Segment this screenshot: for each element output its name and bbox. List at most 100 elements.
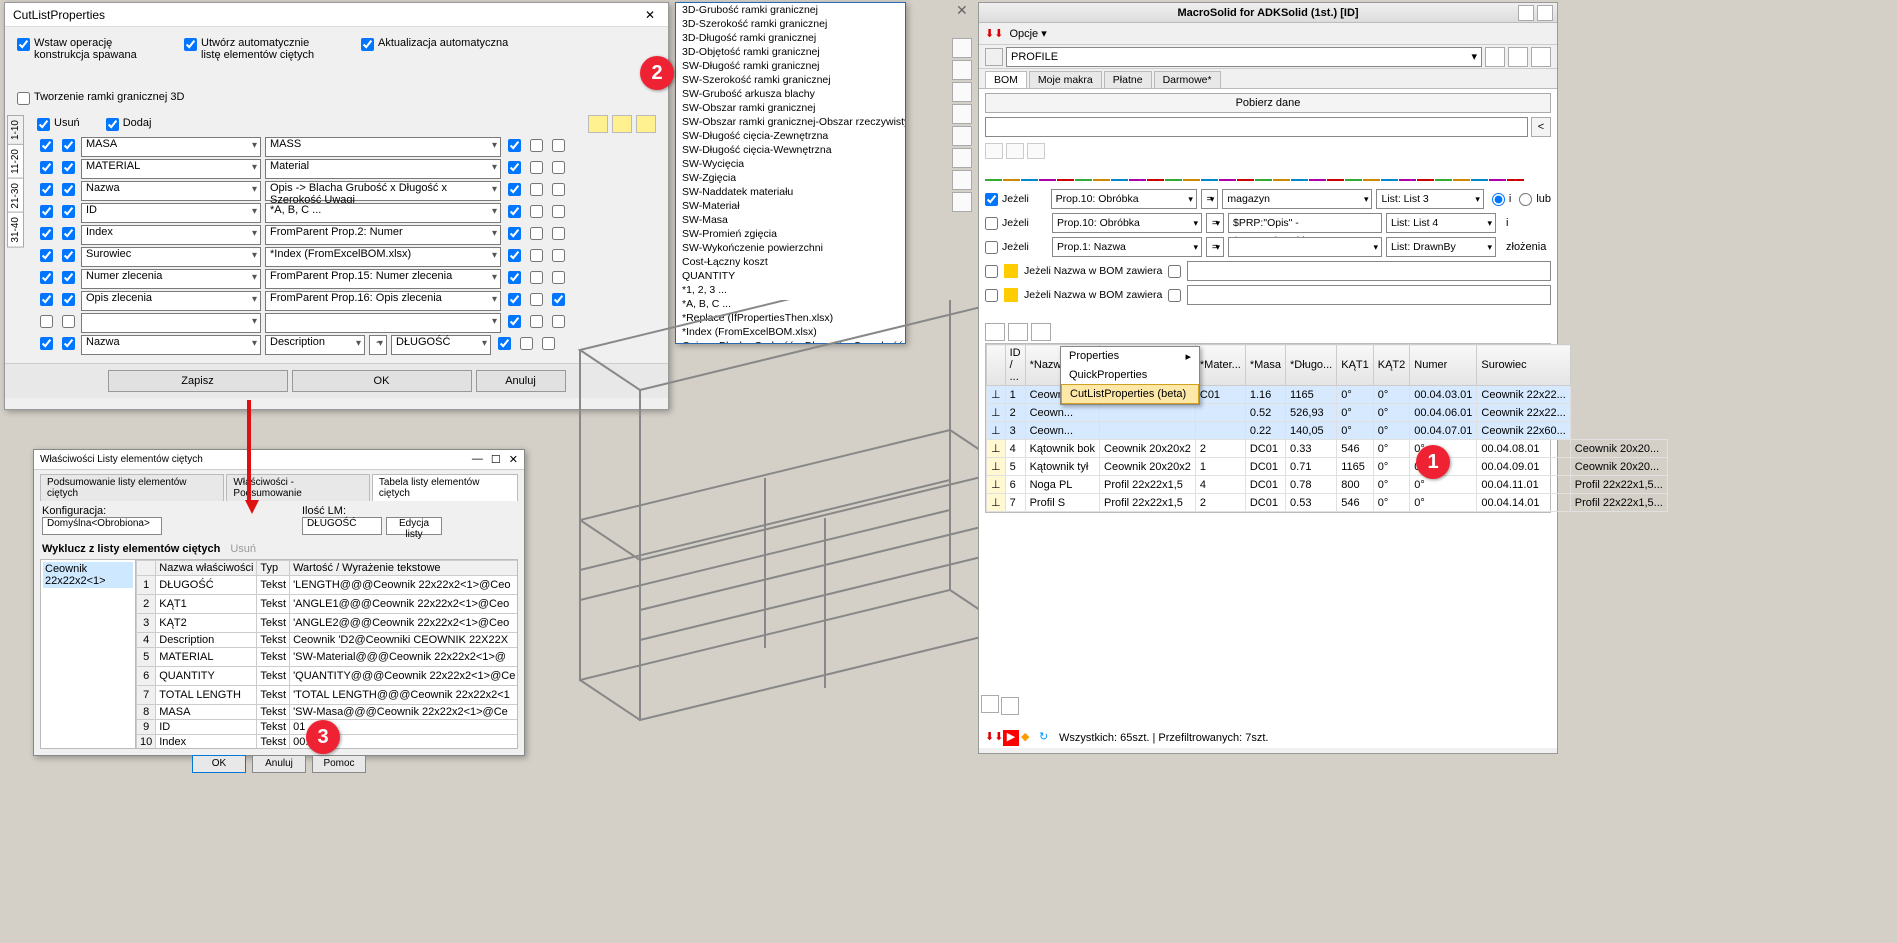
tool-toolbar[interactable] xyxy=(985,165,1551,181)
row-chk[interactable] xyxy=(508,183,521,196)
property-option[interactable]: SW-Materiał xyxy=(676,199,905,213)
property-option[interactable]: SW-Obszar ramki granicznej xyxy=(676,101,905,115)
filter-prop-select[interactable]: Prop.10: Obróbka xyxy=(1052,213,1202,233)
row-icon[interactable]: ⊥ xyxy=(987,440,1006,458)
filter-prop-select[interactable]: Prop.1: Nazwa xyxy=(1052,237,1202,257)
row-delete-chk[interactable] xyxy=(40,337,53,350)
property-option[interactable]: SW-Wykończenie powierzchni xyxy=(676,241,905,255)
row-chk[interactable] xyxy=(552,139,565,152)
tool-icon[interactable] xyxy=(1165,165,1182,181)
tool-icon[interactable] xyxy=(1327,165,1344,181)
folder-icon[interactable] xyxy=(1531,47,1551,67)
row-chk[interactable] xyxy=(530,161,543,174)
property-value-select[interactable]: FromParent Prop.2: Numer xyxy=(265,225,501,245)
context-menu-item[interactable]: QuickProperties xyxy=(1061,366,1199,384)
property-option[interactable]: SW-Długość ramki granicznej xyxy=(676,59,905,73)
bom-table[interactable]: ID / ...*Nazwa*Op...*Mater...*Masa*Długo… xyxy=(985,343,1551,513)
view-toolbar[interactable] xyxy=(985,143,1551,159)
tool-icon[interactable] xyxy=(1273,165,1290,181)
property-value-select[interactable]: Description xyxy=(265,335,365,355)
side-tab[interactable]: 21-30 xyxy=(7,178,24,214)
row-chk[interactable] xyxy=(508,205,521,218)
side-tab[interactable]: 11-20 xyxy=(7,144,24,179)
tool-icon[interactable] xyxy=(1039,165,1056,181)
row-chk[interactable] xyxy=(530,271,543,284)
row-icon[interactable]: ⊥ xyxy=(987,386,1006,404)
property-name-select[interactable]: Surowiec xyxy=(81,247,261,267)
name-filter-chk2[interactable] xyxy=(1168,289,1181,302)
row-icon[interactable]: ⊥ xyxy=(987,404,1006,422)
row-add-chk[interactable] xyxy=(62,205,75,218)
context-menu[interactable]: Properties▸QuickPropertiesCutListPropert… xyxy=(1060,346,1200,405)
uom-select[interactable]: DŁUGOŚĆ xyxy=(302,517,382,535)
gear-icon[interactable] xyxy=(981,695,999,713)
row-add-chk[interactable] xyxy=(62,227,75,240)
tool-icon[interactable] xyxy=(1345,165,1362,181)
row-add-chk[interactable] xyxy=(62,293,75,306)
table-row[interactable]: ⊥7Profil SProfil 22x22x1,52DC010.535460°… xyxy=(987,494,1668,512)
row-icon[interactable]: ⊥ xyxy=(987,476,1006,494)
property-name-select[interactable] xyxy=(81,313,261,333)
side-tab[interactable]: 1-10 xyxy=(7,115,24,145)
config-select[interactable]: Domyślna<Obrobiona> xyxy=(42,517,162,535)
tool-icon[interactable] xyxy=(1219,165,1236,181)
property-name-select[interactable]: ID xyxy=(81,203,261,223)
property-option[interactable]: SW-Zgięcia xyxy=(676,171,905,185)
name-filter-chk[interactable] xyxy=(985,265,998,278)
table-row[interactable]: ⊥4Kątownik bokCeownik 20x20x22DC010.3354… xyxy=(987,440,1668,458)
row-chk[interactable] xyxy=(498,337,511,350)
row-chk[interactable] xyxy=(552,183,565,196)
page-tabs[interactable]: 1-1011-2021-3031-40 xyxy=(7,115,24,247)
property-dropdown-list[interactable]: 3D-Grubość ramki granicznej3D-Szerokość … xyxy=(675,2,906,344)
gear-icon[interactable] xyxy=(1485,47,1505,67)
tool-icon[interactable] xyxy=(1003,165,1020,181)
ms-tab[interactable]: Darmowe* xyxy=(1154,71,1221,88)
property-value-select[interactable]: Material xyxy=(265,159,501,179)
row-chk[interactable] xyxy=(552,161,565,174)
property-option[interactable]: SW-Promień zgięcia xyxy=(676,227,905,241)
filter-list-select[interactable]: List: List 4 xyxy=(1386,213,1496,233)
tool-icon[interactable] xyxy=(1093,165,1110,181)
filter-enable-chk[interactable] xyxy=(985,241,998,254)
row-add-chk[interactable] xyxy=(62,337,75,350)
tool-icon[interactable] xyxy=(1129,165,1146,181)
property-option[interactable]: 3D-Długość ramki granicznej xyxy=(676,31,905,45)
tree-item[interactable]: Ceownik 22x22x2<1> xyxy=(43,562,133,588)
property-value-select[interactable]: *Index (FromExcelBOM.xlsx) xyxy=(265,247,501,267)
close-panel-icon[interactable]: ✕ xyxy=(956,2,968,19)
dialog-tab[interactable]: Podsumowanie listy elementów ciętych xyxy=(40,474,224,501)
property-value-select[interactable]: Opis -> Blacha Grubość x Długość x Szero… xyxy=(265,181,501,201)
filter-op-select[interactable]: = xyxy=(1201,189,1219,209)
help-button[interactable]: Pomoc xyxy=(312,755,366,773)
row-chk[interactable] xyxy=(552,205,565,218)
tool-icon[interactable] xyxy=(1399,165,1416,181)
row-delete-chk[interactable] xyxy=(40,249,53,262)
tool-icon[interactable] xyxy=(1291,165,1308,181)
property-name-select[interactable]: Nazwa xyxy=(81,335,261,355)
minimize-icon[interactable]: — xyxy=(472,453,483,466)
table-icon[interactable] xyxy=(1008,323,1028,341)
tool-icon[interactable] xyxy=(1489,165,1506,181)
row-chk[interactable] xyxy=(508,293,521,306)
expand-icon[interactable] xyxy=(1537,5,1553,21)
property-option[interactable]: SW-Grubość arkusza blachy xyxy=(676,87,905,101)
name-filter-chk2[interactable] xyxy=(1168,265,1181,278)
property-name-select[interactable]: MASA xyxy=(81,137,261,157)
folder-icon[interactable] xyxy=(612,115,632,133)
ms-tab[interactable]: Płatne xyxy=(1104,71,1152,88)
folder-icon[interactable] xyxy=(588,115,608,133)
youtube-icon[interactable]: ▶ xyxy=(1003,730,1019,746)
tool-icon[interactable] xyxy=(1309,165,1326,181)
property-value-select[interactable]: MASS xyxy=(265,137,501,157)
filter-list-select[interactable]: List: List 3 xyxy=(1376,189,1483,209)
tool-icon[interactable] xyxy=(1183,165,1200,181)
property-option[interactable]: *1, 2, 3 ... xyxy=(676,283,905,297)
chk-auto-create-list[interactable]: Utwórz automatycznie listę elementów cię… xyxy=(184,37,331,61)
row-add-chk[interactable] xyxy=(62,161,75,174)
tool-icon[interactable] xyxy=(1237,165,1254,181)
row-chk[interactable] xyxy=(530,205,543,218)
profile-select[interactable]: PROFILE xyxy=(1006,47,1482,67)
row-chk[interactable] xyxy=(508,271,521,284)
filter-enable-chk[interactable] xyxy=(985,217,998,230)
tool-icon[interactable] xyxy=(1453,165,1470,181)
